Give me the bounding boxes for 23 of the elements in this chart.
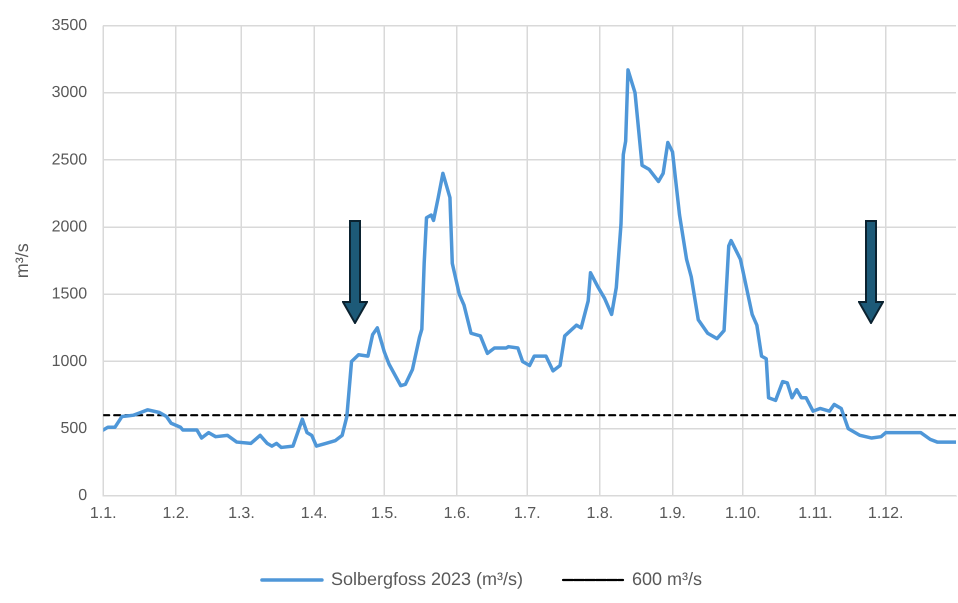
x-tick-label: 1.5. bbox=[370, 504, 398, 522]
legend-label: Solbergfoss 2023 (m³/s) bbox=[330, 568, 524, 589]
legend-label: 600 m³/s bbox=[632, 568, 702, 589]
x-tick-label: 1.3. bbox=[228, 504, 255, 522]
x-tick-label: 1.10. bbox=[725, 504, 761, 522]
x-tick-label: 1.9. bbox=[659, 504, 686, 522]
x-tick-label: 1.1. bbox=[90, 504, 117, 522]
y-tick-label: 1500 bbox=[52, 286, 88, 303]
x-tick-label: 1.12. bbox=[868, 504, 904, 522]
x-tick-label: 1.4. bbox=[300, 504, 328, 522]
y-tick-label: 3000 bbox=[52, 84, 88, 102]
x-tick-label: 1.2. bbox=[162, 504, 190, 522]
y-tick-label: 0 bbox=[78, 487, 88, 504]
y-tick-label: 3500 bbox=[52, 17, 88, 34]
x-tick-label: 1.11. bbox=[798, 504, 833, 522]
y-tick-label: 1000 bbox=[52, 352, 88, 370]
x-tick-label: 1.8. bbox=[586, 504, 614, 522]
y-axis-title: m³/s bbox=[12, 243, 32, 278]
y-tick-label: 2000 bbox=[52, 218, 88, 236]
y-tick-label: 2500 bbox=[52, 151, 88, 168]
y-tick-label: 500 bbox=[60, 420, 88, 438]
x-tick-label: 1.6. bbox=[444, 504, 470, 522]
x-tick-label: 1.7. bbox=[514, 504, 541, 522]
